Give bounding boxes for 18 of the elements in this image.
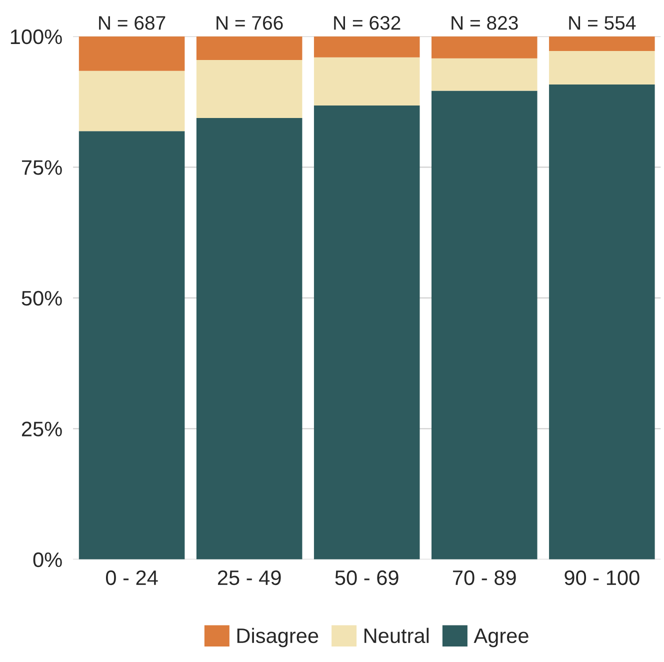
annotation: N = 554 xyxy=(569,16,636,30)
annotation: N = 687 xyxy=(99,16,166,30)
x-tick-label: 90 - 100 xyxy=(564,570,640,586)
annotation: N = 823 xyxy=(452,16,518,30)
x-tick-label: 50 - 69 xyxy=(335,570,398,586)
legend-label: Neutral xyxy=(364,628,429,644)
legend-label: Disagree xyxy=(237,628,318,648)
annotation: N = 632 xyxy=(334,16,400,30)
y-tick-label: 25% xyxy=(22,422,62,436)
x-tick-label: 70 - 89 xyxy=(453,570,516,586)
y-tick-label: 100% xyxy=(10,29,62,44)
y-tick-label: 0% xyxy=(33,552,62,568)
annotation: N = 766 xyxy=(216,16,283,30)
x-tick-label: 0 - 24 xyxy=(106,570,158,586)
y-tick-label: 75% xyxy=(22,160,62,175)
legend-label: Agree xyxy=(474,628,528,648)
y-tick-label: 50% xyxy=(22,290,62,306)
x-tick-label: 25 - 49 xyxy=(218,570,281,586)
